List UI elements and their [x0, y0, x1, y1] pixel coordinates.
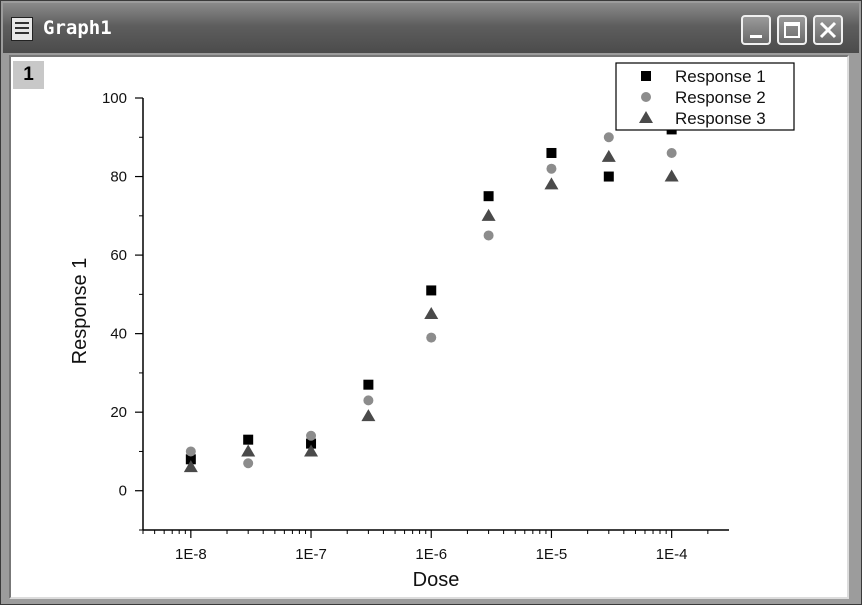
data-point — [426, 332, 437, 343]
data-point — [483, 230, 494, 241]
window-title: Graph1 — [43, 17, 112, 39]
y-tick-label: 20 — [110, 404, 127, 421]
data-point — [483, 191, 494, 202]
data-points — [183, 124, 679, 473]
legend-marker — [639, 111, 653, 123]
x-tick-label: 1E-4 — [656, 546, 688, 563]
close-icon — [819, 21, 837, 39]
y-axis-title: Response 1 — [69, 258, 91, 365]
minimize-button[interactable] — [741, 15, 771, 45]
y-tick-label: 0 — [119, 483, 127, 500]
data-point — [424, 307, 439, 319]
data-point — [546, 163, 557, 174]
data-point — [185, 454, 196, 465]
x-axis-title: Dose — [413, 569, 460, 591]
layer-tab-1[interactable]: 1 — [13, 61, 44, 89]
y-tick-label: 100 — [102, 90, 127, 107]
y-tick-label: 40 — [110, 326, 127, 343]
x-tick-label: 1E-6 — [415, 546, 447, 563]
graph-page — [9, 55, 849, 599]
legend-marker — [641, 71, 651, 81]
data-point — [666, 147, 677, 158]
y-tick-label: 60 — [110, 247, 127, 264]
data-point — [363, 379, 374, 390]
legend[interactable]: Response 1 Response 2 Response 3 — [615, 62, 795, 131]
minimize-icon — [750, 35, 762, 38]
x-tick-label: 1E-7 — [295, 546, 327, 563]
data-point — [481, 208, 496, 221]
data-point — [426, 285, 437, 296]
data-point — [183, 460, 198, 473]
series-2-points — [185, 132, 677, 469]
data-point — [546, 147, 557, 158]
x-tick-label: 1E-8 — [175, 546, 207, 563]
graph-window-icon[interactable] — [11, 17, 33, 41]
maximize-button[interactable] — [777, 15, 807, 45]
legend-entry-label: Response 2 — [675, 88, 766, 107]
data-point — [243, 458, 254, 469]
close-button[interactable] — [813, 15, 843, 45]
legend-entry-label: Response 3 — [675, 109, 766, 128]
data-point — [306, 438, 317, 449]
data-point — [185, 446, 196, 457]
data-point — [361, 409, 376, 422]
y-tick-label: 80 — [110, 169, 127, 186]
series-3-points — [183, 149, 679, 473]
data-point — [306, 430, 317, 441]
legend-marker — [641, 92, 651, 102]
data-point — [664, 169, 679, 182]
data-point — [363, 395, 374, 406]
title-bar[interactable]: Graph1 — [3, 3, 859, 53]
data-point — [603, 171, 614, 182]
maximize-icon — [784, 22, 800, 38]
series-1-points — [185, 124, 677, 465]
legend-entry-label: Response 1 — [675, 67, 766, 86]
data-point — [601, 149, 616, 162]
data-point — [241, 444, 256, 457]
x-tick-label: 1E-5 — [536, 546, 568, 563]
data-point — [603, 132, 614, 143]
data-point — [304, 444, 319, 457]
data-point — [243, 434, 254, 445]
data-point — [544, 177, 559, 190]
axes: 1E-8 1E-7 1E-6 1E-5 1E-4 0 20 40 60 80 100 — [102, 90, 729, 563]
